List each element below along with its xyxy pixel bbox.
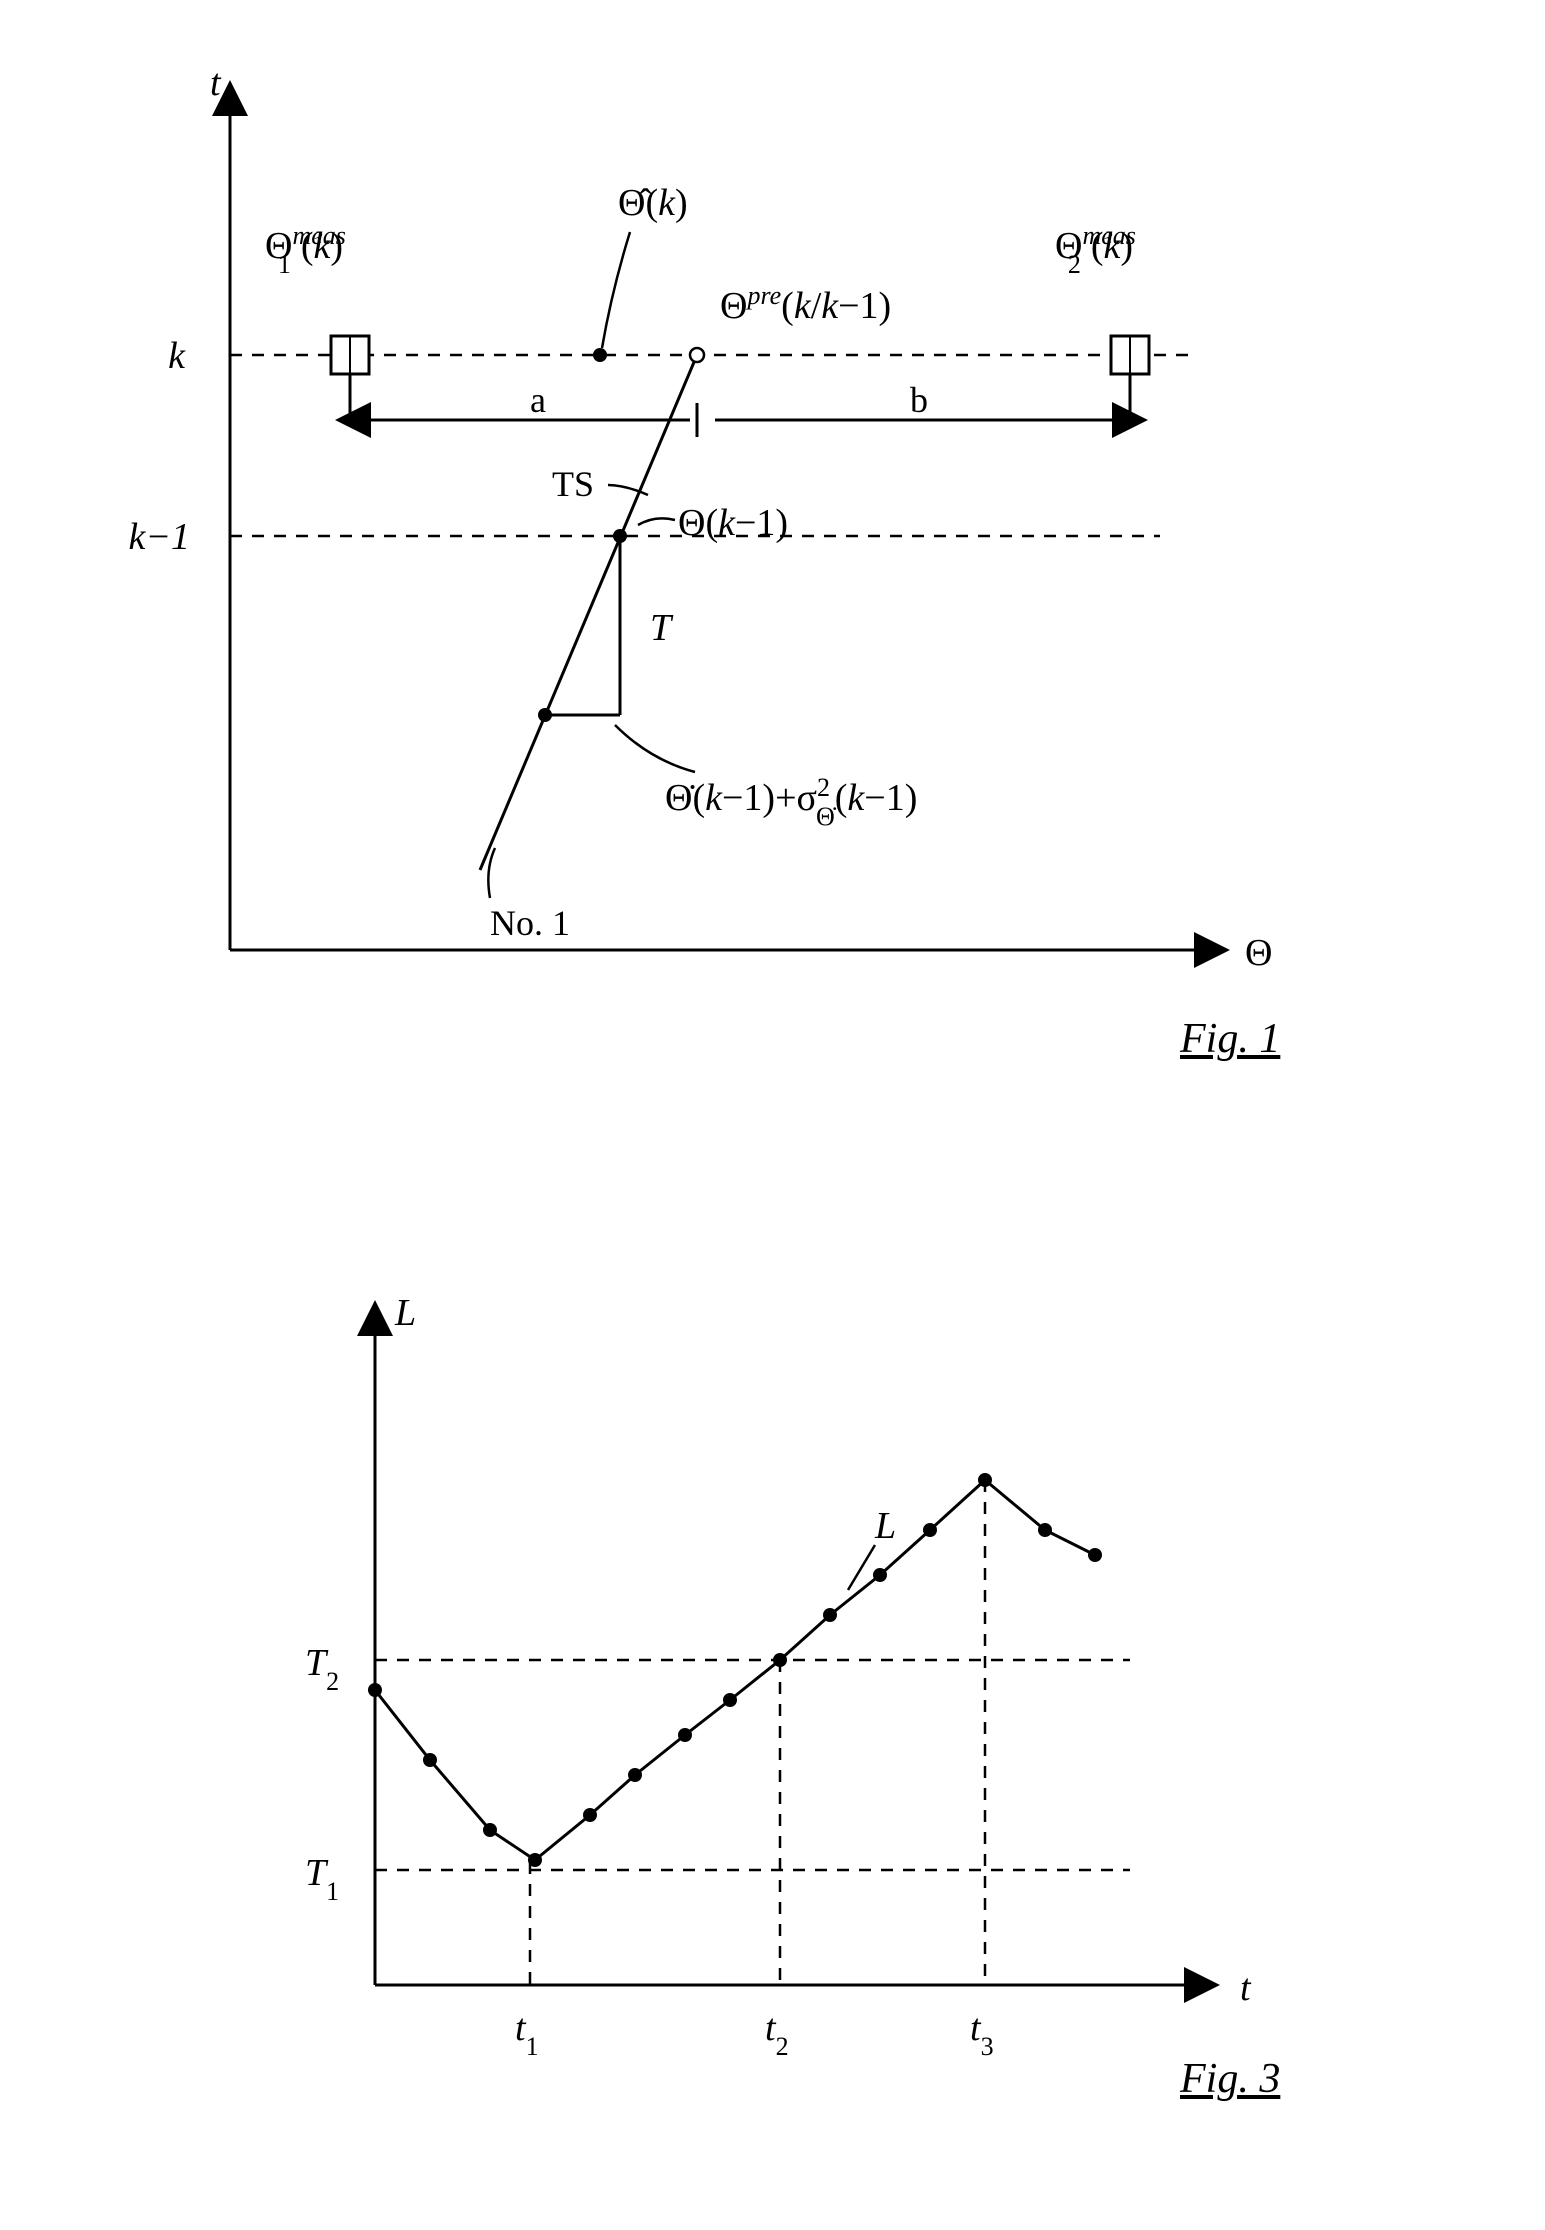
fig3-t2-label: t2 <box>765 2007 789 2061</box>
fig3-data-point <box>773 1653 787 1667</box>
fig3-data-point <box>1038 1523 1052 1537</box>
fig1-y-axis-label: t <box>210 62 222 104</box>
fig1-TS-label: TS <box>552 464 594 504</box>
fig1-theta-pre-point <box>690 348 704 362</box>
fig1-k-label: k <box>168 335 186 377</box>
fig3-T2-label: T2 <box>305 1642 339 1696</box>
fig1-meas2-label: Θmeas2(k) <box>1055 221 1136 279</box>
fig1-b-label: b <box>910 380 928 420</box>
fig1-km1-label: k−1 <box>128 516 190 558</box>
fig1-theta-km1-leader <box>638 518 675 525</box>
fig1-a-label: a <box>530 380 546 420</box>
fig1-no1-label: No. 1 <box>490 903 570 943</box>
fig1-svg: t Θ k k−1 No. 1 T TS Θ̂(k) Θpre(k/k−1) Θ… <box>0 0 1545 1080</box>
fig3-data-point <box>423 1753 437 1767</box>
fig3-data-point <box>978 1473 992 1487</box>
fig1-caption: Fig. 1 <box>1180 1015 1280 1063</box>
fig3-data-point <box>923 1523 937 1537</box>
fig3-data-point <box>873 1568 887 1582</box>
fig1-dot-leader <box>615 725 695 772</box>
fig1-plow-point <box>538 708 552 722</box>
fig3-data-point <box>823 1608 837 1622</box>
fig3-t3-label: t3 <box>970 2007 994 2061</box>
fig1-T-label: T <box>650 607 674 649</box>
fig3-caption: Fig. 3 <box>1180 2055 1280 2103</box>
fig1-theta-hat-point <box>593 348 607 362</box>
fig3-data-point <box>678 1728 692 1742</box>
fig3-data-point <box>583 1808 597 1822</box>
fig3-L-line <box>375 1480 1095 1860</box>
fig3-T1-label: T1 <box>305 1852 339 1906</box>
fig3-L-label: L <box>874 1505 896 1547</box>
fig3-points <box>368 1473 1102 1867</box>
fig3-data-point <box>723 1693 737 1707</box>
fig3-x-axis-label: t <box>1240 1967 1252 2009</box>
fig1-meas1-label: Θmeas1(k) <box>265 221 346 279</box>
fig3-t1-label: t1 <box>515 2007 539 2061</box>
fig1-no1-leader <box>488 848 495 898</box>
fig1-theta-hat-label: Θ̂(k) <box>618 182 688 224</box>
fig3-data-point <box>1088 1548 1102 1562</box>
fig1-dot-label: Θ̇(k−1)+σ2Θ̇(k−1) <box>665 773 917 831</box>
fig1-theta-hat-leader <box>602 232 630 348</box>
fig3-y-axis-label: L <box>394 1292 416 1334</box>
fig3-data-point <box>528 1853 542 1867</box>
fig3-svg: L t T1 T2 t1 t2 t3 L <box>0 1200 1545 2200</box>
fig3-data-point <box>628 1768 642 1782</box>
fig1-theta-km1-point <box>613 529 627 543</box>
fig3-data-point <box>368 1683 382 1697</box>
fig1-x-axis-label: Θ <box>1245 932 1272 974</box>
fig3-data-point <box>483 1823 497 1837</box>
fig1-theta-pre-label: Θpre(k/k−1) <box>720 281 891 328</box>
fig1-theta-km1-label: Θ(k−1) <box>678 502 788 544</box>
